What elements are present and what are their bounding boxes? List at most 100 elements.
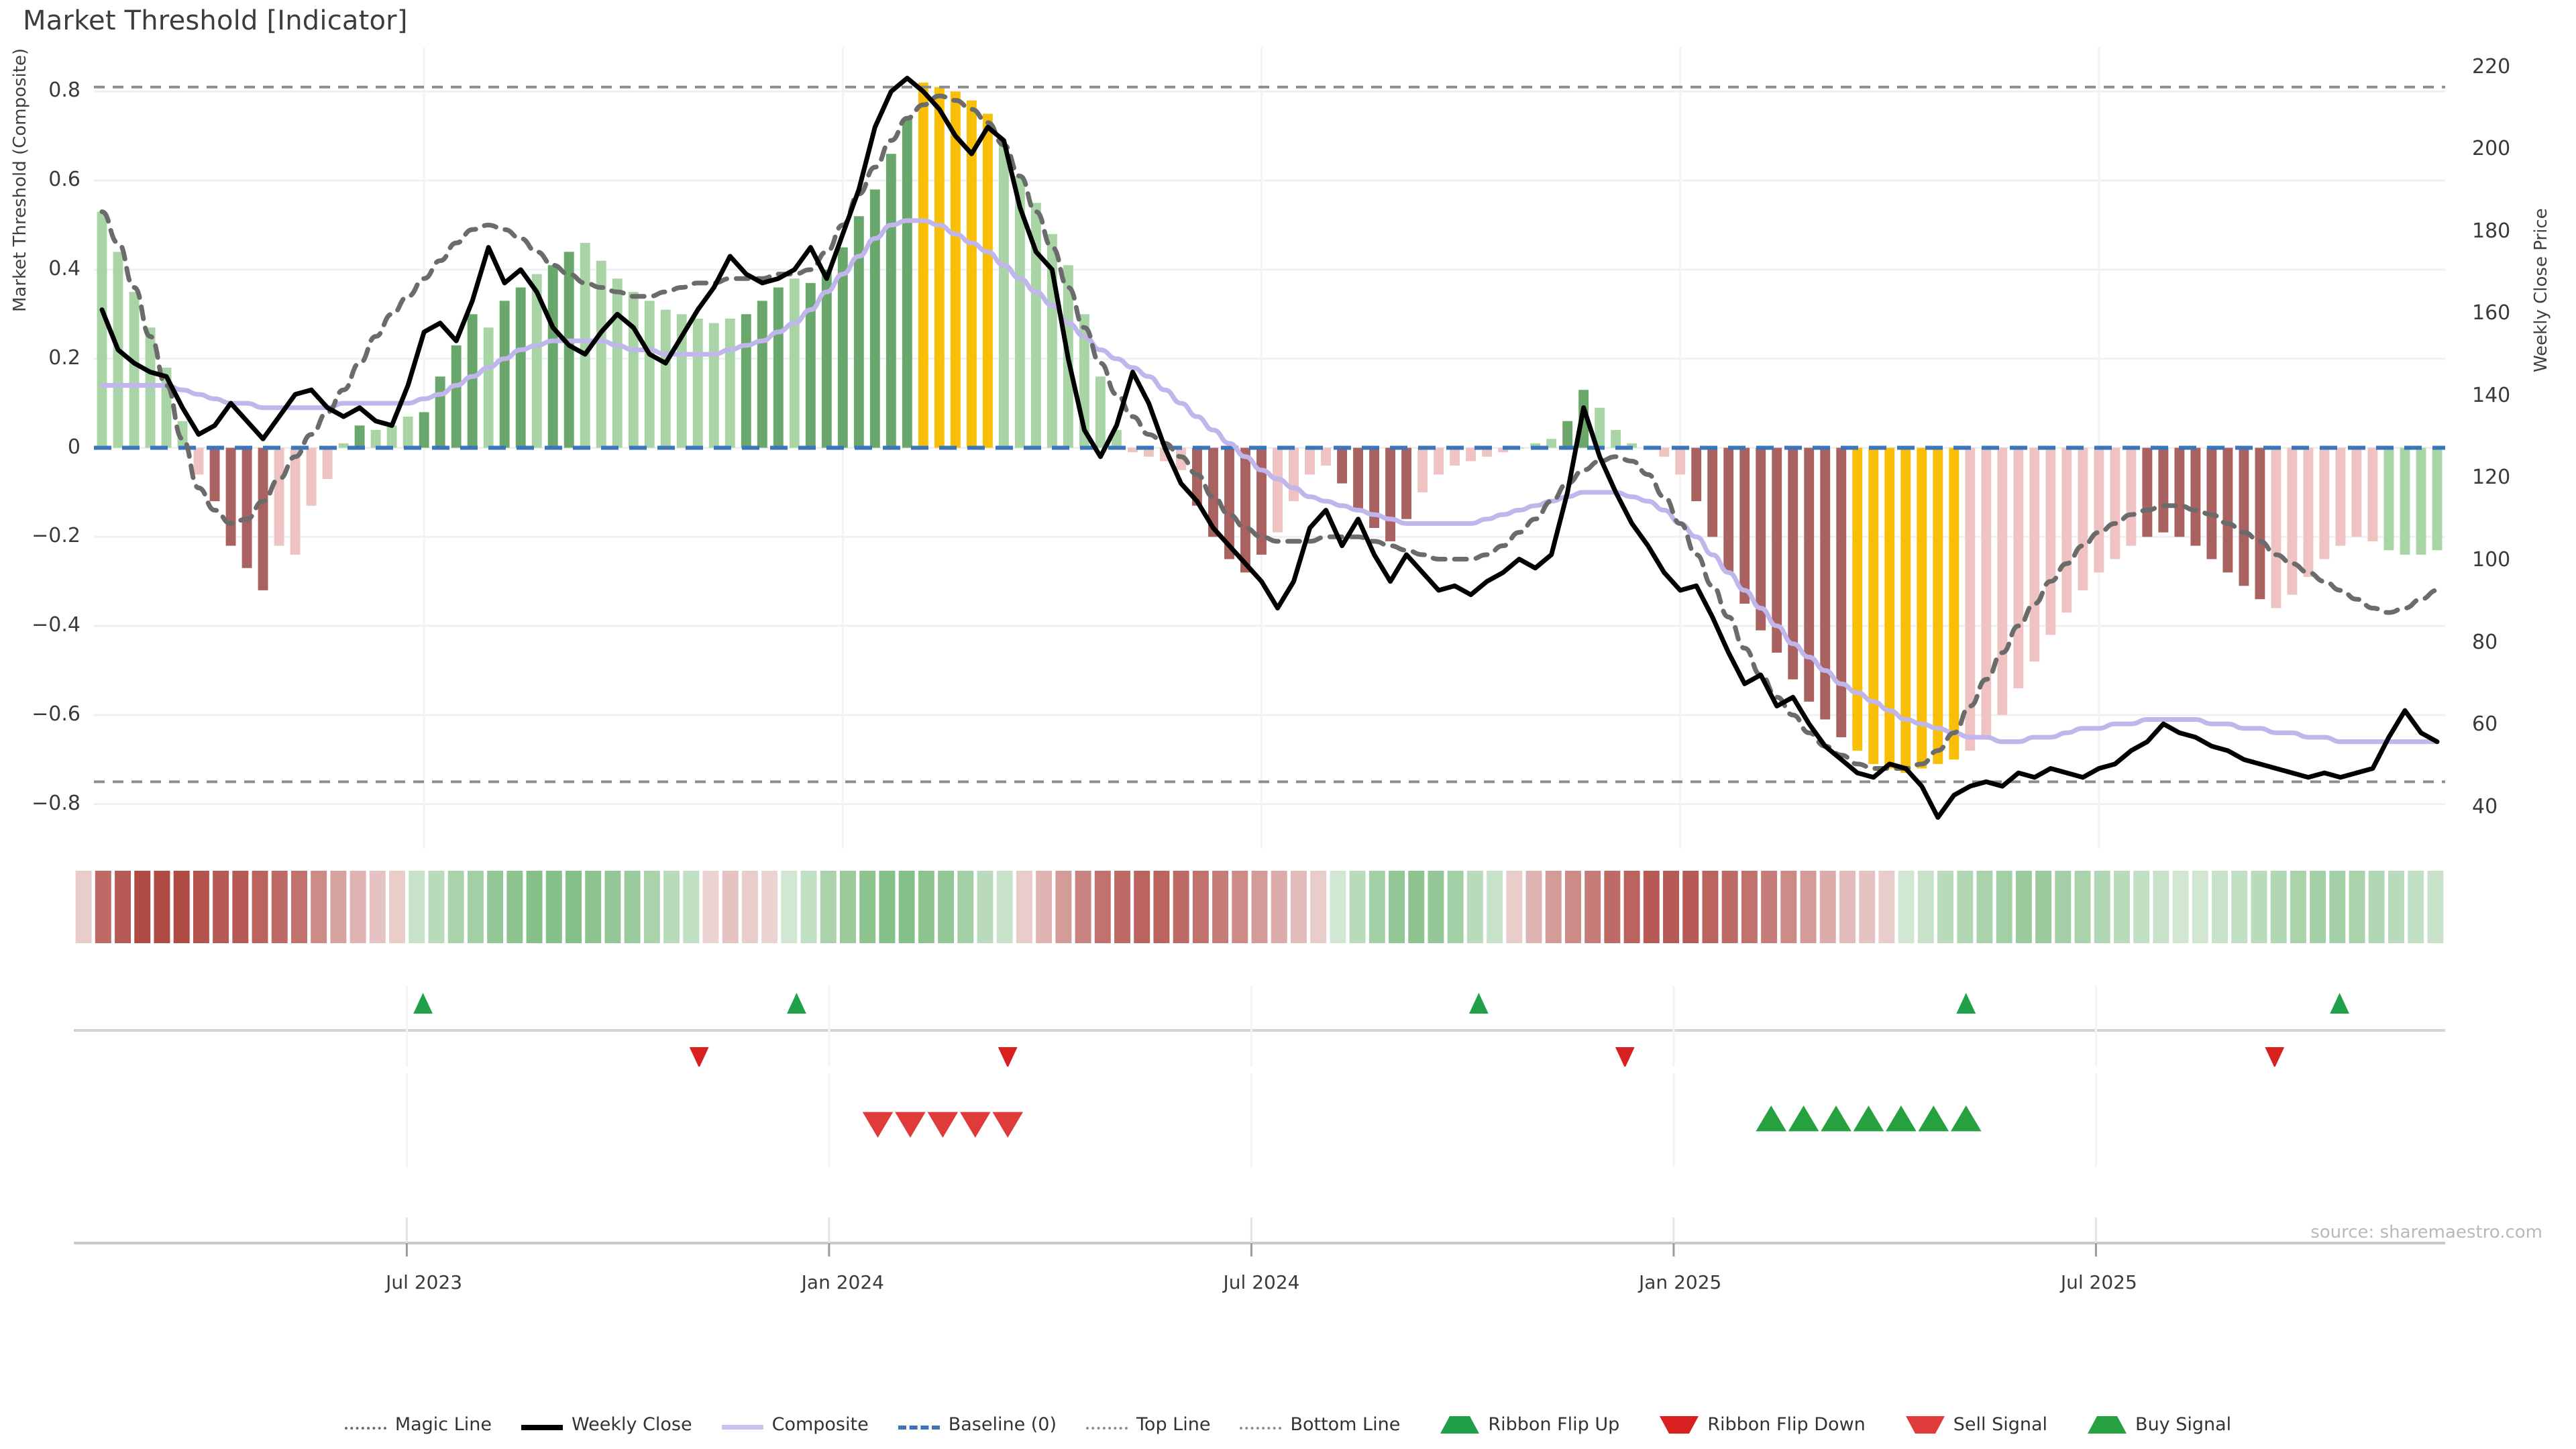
ribbon-cell xyxy=(1349,871,1366,943)
left-axis-title: Market Threshold (Composite) xyxy=(10,48,30,312)
ribbon-flip-markers-row xyxy=(74,986,2445,1067)
composite-bar xyxy=(2174,447,2185,537)
ribbon-cell xyxy=(1271,871,1287,943)
right-tick-5: 120 xyxy=(2472,466,2511,490)
composite-bar xyxy=(209,447,220,502)
legend-item-sell-signal[interactable]: Sell Signal xyxy=(1895,1414,2047,1435)
buy-signal-marker xyxy=(1950,1106,1982,1132)
composite-bar xyxy=(998,145,1009,448)
ribbon-cell xyxy=(859,871,876,943)
legend-item-composite[interactable]: Composite xyxy=(721,1414,869,1435)
buy-signal-marker xyxy=(1886,1106,1917,1132)
composite-bar xyxy=(2351,447,2362,537)
ribbon-cell xyxy=(2055,871,2072,943)
legend-item-ribbon-flip-down[interactable]: Ribbon Flip Down xyxy=(1649,1414,1866,1435)
composite-bar xyxy=(1739,447,1750,604)
composite-bar xyxy=(564,252,574,448)
legend-item-baseline-0[interactable]: Baseline (0) xyxy=(898,1414,1057,1435)
ribbon-cell xyxy=(1761,871,1778,943)
composite-bar xyxy=(1965,447,1976,751)
legend-item-bottom-line[interactable]: Bottom Line xyxy=(1240,1414,1400,1435)
ribbon-cell xyxy=(722,871,739,943)
ribbon-cell xyxy=(2153,871,2169,943)
ribbon-cell xyxy=(1585,871,1601,943)
ribbon-cell xyxy=(1800,871,1817,943)
right-tick-8: 60 xyxy=(2472,712,2498,737)
composite-bar xyxy=(2029,447,2040,662)
buy-sell-signal-row xyxy=(405,1073,2097,1167)
composite-bar xyxy=(129,292,140,448)
composite-bar xyxy=(258,447,268,590)
legend-label: Buy Signal xyxy=(2135,1414,2232,1435)
composite-bar xyxy=(1385,447,1395,541)
composite-bar xyxy=(2126,447,2137,546)
ribbon-cell xyxy=(447,871,464,943)
ribbon-cell xyxy=(1428,871,1444,943)
composite-bar xyxy=(1675,447,1686,475)
composite-bar xyxy=(2078,447,2088,590)
ribbon-cell xyxy=(2172,871,2189,943)
buy-signal-marker xyxy=(1853,1106,1884,1132)
legend-label: Top Line xyxy=(1136,1414,1211,1435)
ribbon-cell xyxy=(1643,871,1660,943)
sell-signal-marker xyxy=(992,1112,1024,1138)
legend-item-buy-signal[interactable]: Buy Signal xyxy=(2077,1414,2231,1435)
ribbon-cell xyxy=(1153,871,1170,943)
composite-bar xyxy=(193,447,204,475)
ribbon-cell xyxy=(683,871,700,943)
composite-bar xyxy=(1723,447,1734,573)
composite-bar xyxy=(531,274,542,448)
ribbon-cell xyxy=(1604,871,1621,943)
ribbon-flip-down-marker xyxy=(689,1047,709,1067)
composite-bar xyxy=(1707,447,1718,537)
legend-glyph-triangle-up-green-icon xyxy=(2088,1415,2127,1434)
ribbon-cell xyxy=(115,871,131,943)
legend-item-ribbon-flip-up[interactable]: Ribbon Flip Up xyxy=(1430,1414,1619,1435)
composite-bar xyxy=(1273,447,1283,533)
ribbon-cell xyxy=(1232,871,1248,943)
composite-bar xyxy=(1030,203,1041,448)
legend-glyph-dotted-line-gray-icon xyxy=(1086,1426,1128,1430)
ribbon-cell xyxy=(290,871,307,943)
ribbon-cell xyxy=(1839,871,1856,943)
composite-bar xyxy=(1546,439,1557,448)
ribbon-cell xyxy=(173,871,190,943)
composite-bar xyxy=(1144,447,1154,457)
ribbon-cell xyxy=(545,871,562,943)
ribbon-cell xyxy=(1623,871,1640,943)
ribbon-cell xyxy=(2329,871,2346,943)
composite-bar xyxy=(1530,443,1541,448)
x-tick-0: Jul 2023 xyxy=(386,1271,463,1293)
composite-bar xyxy=(1562,421,1573,448)
ribbon-cell xyxy=(1036,871,1053,943)
composite-bar xyxy=(1804,447,1815,702)
ribbon-cell xyxy=(1564,871,1581,943)
left-tick-8: −0.8 xyxy=(32,791,80,815)
composite-bar xyxy=(1305,447,1315,475)
composite-bar xyxy=(1240,447,1250,573)
composite-bar xyxy=(708,323,719,448)
composite-bar xyxy=(1321,447,1331,466)
composite-bar xyxy=(2013,447,2024,688)
composite-bar xyxy=(934,87,945,448)
ribbon-cell xyxy=(1976,871,1993,943)
ribbon-cell xyxy=(1917,871,1934,943)
ribbon-cell xyxy=(1859,871,1876,943)
composite-bar xyxy=(1756,447,1766,631)
x-tick-4: Jul 2025 xyxy=(2060,1271,2137,1293)
composite-bar xyxy=(2303,447,2314,578)
composite-bar xyxy=(290,447,301,555)
composite-bar xyxy=(1691,447,1702,502)
legend-item-magic-line[interactable]: Magic Line xyxy=(344,1414,492,1435)
ribbon-cell xyxy=(389,871,406,943)
composite-bar xyxy=(1627,443,1638,448)
legend-item-weekly-close[interactable]: Weekly Close xyxy=(521,1414,692,1435)
composite-bar xyxy=(837,247,848,448)
ribbon-cell xyxy=(1702,871,1719,943)
x-tick-1: Jan 2024 xyxy=(801,1271,884,1293)
legend-item-top-line[interactable]: Top Line xyxy=(1086,1414,1210,1435)
ribbon-cell xyxy=(1937,871,1953,943)
ribbon-cell xyxy=(2387,871,2404,943)
ribbon-cell xyxy=(2094,871,2110,943)
